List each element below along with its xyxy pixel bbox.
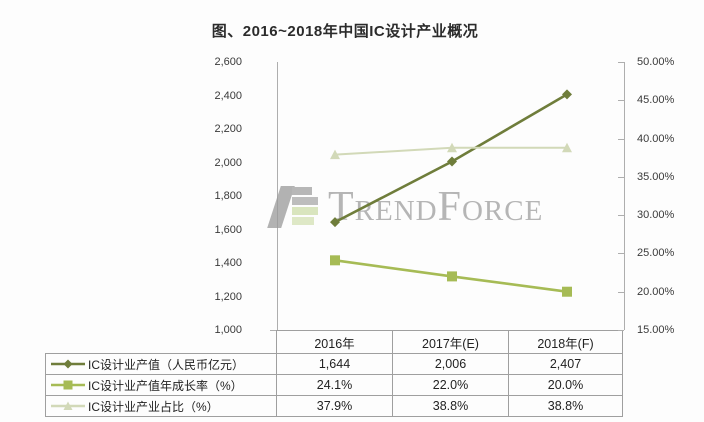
y-axis-tick-label: 1,600 bbox=[214, 223, 242, 236]
table-column-header: 2016年 bbox=[277, 330, 393, 354]
table-value-cell: 24.1% bbox=[277, 375, 393, 396]
table-value-cell: 1,644 bbox=[277, 354, 393, 375]
diamond-marker bbox=[63, 359, 73, 369]
legend-cell: IC设计业产值（人民币亿元） bbox=[45, 354, 277, 375]
y-axis-tick-label: 2,200 bbox=[214, 123, 242, 135]
y-axis-tick-label: 45.00% bbox=[637, 94, 675, 107]
axis-tick-mark bbox=[270, 330, 276, 331]
legend-cell: IC设计业产值年成长率（%） bbox=[45, 375, 277, 396]
axis-tick-mark bbox=[618, 215, 624, 217]
axis-tick-mark bbox=[618, 291, 624, 293]
triangle-marker bbox=[562, 142, 572, 153]
table-value-cell: 38.8% bbox=[509, 396, 623, 417]
square-marker bbox=[447, 271, 457, 282]
axis-tick-mark bbox=[618, 62, 624, 63]
square-marker bbox=[63, 380, 73, 390]
y-axis-tick-label: 30.00% bbox=[637, 209, 675, 222]
y-axis-tick-label: 2,600 bbox=[214, 56, 242, 68]
square-marker bbox=[330, 255, 340, 266]
triangle-marker bbox=[63, 401, 73, 411]
axis-tick-mark bbox=[618, 176, 624, 178]
triangle-marker bbox=[330, 149, 340, 160]
left-y-axis: 2,600 2,400 2,200 2,000 1,800 1,600 1,400 1,200… bbox=[180, 56, 242, 336]
y-axis-tick-label: 15.00% bbox=[637, 324, 675, 336]
y-axis-tick-label: 1,200 bbox=[214, 290, 242, 303]
table-value-cell: 20.0% bbox=[509, 375, 623, 396]
table-column-header: 2018年(F) bbox=[509, 330, 623, 354]
diamond-marker bbox=[447, 156, 457, 167]
right-y-axis: 50.00% 45.00% 40.00% 35.00% 30.00% 25.00% 20.0… bbox=[637, 56, 697, 336]
legend-label: IC设计业产值（人民币亿元） bbox=[88, 357, 245, 372]
axis-tick-mark bbox=[618, 138, 624, 140]
axis-tick-mark bbox=[618, 253, 624, 255]
y-axis-tick-label: 40.00% bbox=[637, 132, 675, 145]
triangle-marker bbox=[447, 142, 457, 153]
y-axis-tick-label: 1,400 bbox=[214, 257, 242, 269]
legend-label: IC设计业产值年成长率（%） bbox=[88, 378, 243, 393]
y-axis-tick-label: 20.00% bbox=[637, 285, 675, 298]
legend-swatch-icon bbox=[51, 380, 85, 390]
line-chart bbox=[330, 89, 572, 297]
axis-tick-mark bbox=[618, 330, 624, 331]
table-value-cell: 38.8% bbox=[393, 396, 509, 417]
plot-area: TrendForce bbox=[267, 62, 625, 330]
data-table: 2016年 2017年(E) 2018年(F) IC设计业产值（人民币亿元） 1,644… bbox=[45, 330, 623, 417]
table-value-cell: 2,407 bbox=[509, 354, 623, 375]
legend-cell: IC设计业产业占比（%） bbox=[45, 396, 277, 417]
y-axis-tick-label: 1,000 bbox=[214, 324, 242, 336]
legend-swatch-icon bbox=[51, 401, 85, 411]
axis-tick-mark bbox=[618, 100, 624, 102]
square-marker bbox=[562, 286, 572, 297]
y-axis-tick-label: 2,000 bbox=[214, 156, 242, 169]
table-value-cell: 2,006 bbox=[393, 354, 509, 375]
diamond-marker bbox=[330, 217, 340, 228]
diamond-marker bbox=[562, 89, 572, 100]
y-axis-tick-label: 50.00% bbox=[637, 56, 675, 68]
y-axis-tick-label: 35.00% bbox=[637, 170, 675, 183]
table-value-cell: 22.0% bbox=[393, 375, 509, 396]
y-axis-tick-label: 1,800 bbox=[214, 190, 242, 202]
legend-label: IC设计业产业占比（%） bbox=[88, 399, 219, 414]
table-value-cell: 37.9% bbox=[277, 396, 393, 417]
table-column-header: 2017年(E) bbox=[393, 330, 509, 354]
y-axis-tick-label: 25.00% bbox=[637, 247, 675, 260]
chart-title: 图、2016~2018年中国IC设计产业概况 bbox=[211, 23, 479, 40]
y-axis-tick-label: 2,400 bbox=[214, 89, 242, 102]
legend-swatch-icon bbox=[51, 359, 85, 369]
table-corner-cell bbox=[45, 330, 277, 354]
